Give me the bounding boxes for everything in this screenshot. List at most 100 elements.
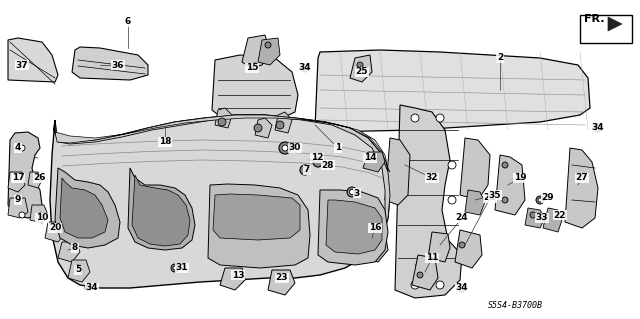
Circle shape xyxy=(448,161,456,169)
Circle shape xyxy=(502,162,508,168)
Polygon shape xyxy=(72,47,148,80)
Polygon shape xyxy=(50,115,390,288)
Circle shape xyxy=(19,145,25,151)
Circle shape xyxy=(301,64,309,72)
Text: 2: 2 xyxy=(497,54,503,63)
Polygon shape xyxy=(495,155,525,215)
Text: 25: 25 xyxy=(356,68,368,77)
Polygon shape xyxy=(315,50,590,132)
Polygon shape xyxy=(318,190,388,265)
Text: 16: 16 xyxy=(369,224,381,233)
Polygon shape xyxy=(212,55,298,122)
Polygon shape xyxy=(465,190,485,215)
Circle shape xyxy=(596,126,600,130)
Polygon shape xyxy=(385,138,410,205)
Polygon shape xyxy=(28,172,42,188)
Polygon shape xyxy=(68,260,90,282)
Circle shape xyxy=(265,42,271,48)
Polygon shape xyxy=(132,175,190,246)
Text: 13: 13 xyxy=(232,271,244,279)
Text: 36: 36 xyxy=(112,61,124,70)
Text: 15: 15 xyxy=(246,63,259,72)
Polygon shape xyxy=(45,222,65,242)
Circle shape xyxy=(313,157,323,167)
Circle shape xyxy=(279,142,291,154)
Polygon shape xyxy=(60,178,108,238)
Polygon shape xyxy=(268,270,295,295)
Polygon shape xyxy=(428,232,450,262)
Text: 27: 27 xyxy=(576,174,588,182)
Text: 3: 3 xyxy=(354,189,360,197)
Polygon shape xyxy=(220,268,245,290)
Circle shape xyxy=(218,118,226,126)
Text: 22: 22 xyxy=(554,211,566,219)
Polygon shape xyxy=(460,138,490,200)
Text: 18: 18 xyxy=(159,137,172,146)
Circle shape xyxy=(173,266,177,270)
Polygon shape xyxy=(363,228,388,262)
Polygon shape xyxy=(525,208,545,228)
Polygon shape xyxy=(242,35,270,68)
Polygon shape xyxy=(608,17,622,31)
Text: 10: 10 xyxy=(36,213,48,222)
Text: 19: 19 xyxy=(514,174,526,182)
Text: 32: 32 xyxy=(426,174,438,182)
Polygon shape xyxy=(258,38,280,65)
Text: 1: 1 xyxy=(335,144,341,152)
Text: 4: 4 xyxy=(15,144,21,152)
Circle shape xyxy=(594,124,602,132)
Polygon shape xyxy=(55,115,390,172)
Circle shape xyxy=(448,196,456,204)
Text: 33: 33 xyxy=(536,213,548,222)
Text: 30: 30 xyxy=(289,144,301,152)
Polygon shape xyxy=(275,112,292,133)
Text: 14: 14 xyxy=(364,153,376,162)
Circle shape xyxy=(347,187,357,197)
Circle shape xyxy=(300,165,310,175)
Text: 6: 6 xyxy=(125,18,131,26)
Text: 21: 21 xyxy=(484,194,496,203)
Text: 34: 34 xyxy=(86,284,99,293)
Polygon shape xyxy=(8,38,58,82)
Polygon shape xyxy=(8,172,25,192)
Text: 12: 12 xyxy=(311,153,323,162)
Polygon shape xyxy=(350,55,372,82)
Polygon shape xyxy=(208,184,310,268)
Polygon shape xyxy=(30,205,48,223)
Polygon shape xyxy=(8,132,42,218)
Circle shape xyxy=(276,121,284,129)
Polygon shape xyxy=(363,152,385,172)
Polygon shape xyxy=(8,198,28,218)
Circle shape xyxy=(459,242,465,248)
Circle shape xyxy=(171,264,179,272)
Polygon shape xyxy=(412,255,438,290)
Polygon shape xyxy=(395,105,462,298)
Text: 24: 24 xyxy=(456,213,468,222)
Text: 37: 37 xyxy=(16,61,28,70)
Circle shape xyxy=(349,189,355,195)
Polygon shape xyxy=(455,230,482,268)
Text: 26: 26 xyxy=(34,174,46,182)
Text: 31: 31 xyxy=(176,263,188,272)
Polygon shape xyxy=(55,168,120,248)
Text: 8: 8 xyxy=(72,243,78,253)
Text: 34: 34 xyxy=(299,63,311,72)
Circle shape xyxy=(19,212,25,218)
Polygon shape xyxy=(255,118,272,138)
Circle shape xyxy=(536,196,544,204)
Circle shape xyxy=(436,114,444,122)
Text: 34: 34 xyxy=(592,123,604,132)
Polygon shape xyxy=(543,208,562,232)
Polygon shape xyxy=(58,242,80,262)
Text: S5S4-B3700B: S5S4-B3700B xyxy=(488,301,543,310)
Polygon shape xyxy=(128,168,195,250)
Circle shape xyxy=(538,198,542,202)
Text: 9: 9 xyxy=(15,196,21,204)
Text: 35: 35 xyxy=(489,190,501,199)
Text: 7: 7 xyxy=(304,166,310,174)
Polygon shape xyxy=(213,194,300,240)
Polygon shape xyxy=(55,115,390,252)
Text: 20: 20 xyxy=(49,224,61,233)
Circle shape xyxy=(411,281,419,289)
Circle shape xyxy=(458,284,466,292)
